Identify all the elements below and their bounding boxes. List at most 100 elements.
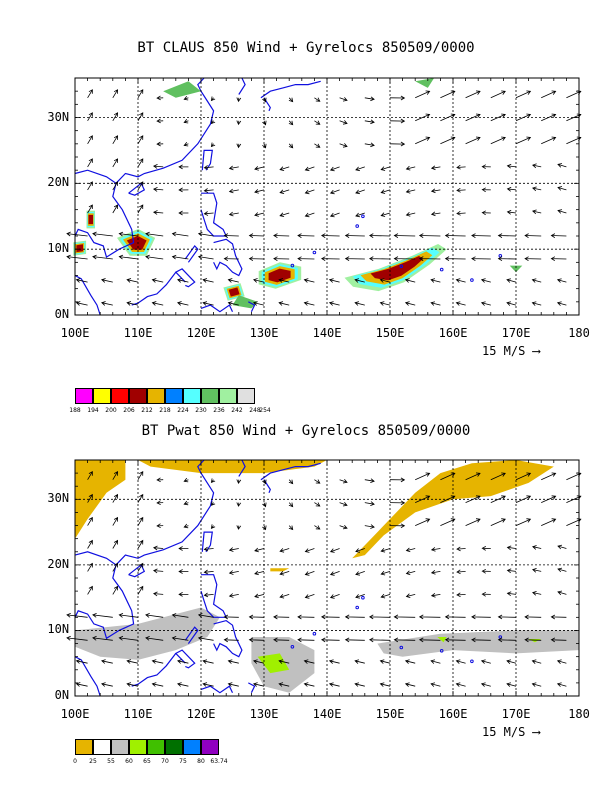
wind-arrow [444, 256, 466, 261]
island-outline [498, 635, 503, 639]
wind-arrow [364, 501, 375, 506]
wind-arrow [480, 301, 491, 306]
wind-arrow [87, 471, 93, 480]
wind-arrow [202, 278, 214, 283]
island-outline [399, 645, 404, 650]
wind-arrow [183, 500, 189, 506]
wind-arrow [297, 637, 315, 643]
wind-arrow [524, 233, 542, 238]
wind-arrow [339, 501, 348, 507]
wind-arrow [183, 477, 189, 483]
y-tick-label: 30N [47, 109, 70, 124]
x-tick-label: 120E [186, 707, 216, 721]
wind-arrow [471, 256, 491, 262]
wind-arrow [440, 472, 456, 481]
moist-band [75, 607, 220, 660]
wind-arrow [430, 211, 441, 217]
island-outline [439, 649, 444, 653]
y-tick-label: 0N [54, 307, 70, 321]
y-tick-label: 20N [47, 175, 70, 190]
wind-arrow [404, 301, 416, 306]
colorbar-swatch [165, 739, 183, 755]
pwat-grid [74, 459, 580, 697]
x-tick-label: 170E [501, 326, 531, 340]
x-tick-label: 180 [568, 707, 590, 721]
wind-arrow [506, 209, 517, 215]
wind-arrow [278, 278, 290, 283]
wind-arrow [456, 569, 466, 575]
wind-arrow [465, 495, 481, 503]
wind-arrow [288, 479, 294, 485]
wind-arrow [532, 163, 542, 169]
wind-arrow [126, 278, 139, 283]
island-outline [399, 264, 404, 269]
wind-arrow [202, 682, 214, 687]
wind-arrow [329, 548, 340, 553]
claus-grid [74, 77, 580, 316]
wind-arrow [364, 119, 375, 125]
wind-arrow [355, 212, 365, 218]
wind-arrow [329, 212, 340, 218]
wind-arrow [156, 141, 164, 147]
wind-arrow [304, 166, 315, 172]
pwat-reference-vector: 15 M/S ⟶ [482, 725, 540, 739]
wind-arrow [515, 495, 532, 503]
cloud-core [228, 287, 240, 297]
wind-arrow [557, 186, 567, 191]
colorbar-label: 70 [161, 758, 169, 765]
wind-arrow [236, 502, 242, 507]
wind-arrow [541, 472, 557, 481]
coast-halmahera [248, 301, 256, 312]
wind-arrow [339, 479, 348, 484]
wind-arrow [171, 636, 189, 641]
wind-arrow [490, 472, 506, 481]
wind-arrow [262, 120, 267, 126]
wind-arrow [288, 143, 294, 149]
wind-arrow [87, 562, 93, 572]
wind-arrow [444, 614, 466, 620]
wind-arrow [440, 90, 456, 99]
wind-arrow [112, 204, 119, 214]
wind-arrow [532, 545, 542, 550]
wind-arrow [112, 89, 119, 99]
wind-arrow [118, 254, 139, 260]
coast-korea [238, 459, 246, 477]
wind-arrow [497, 256, 517, 262]
colorbar-swatch [111, 388, 129, 404]
cloud-patch [509, 265, 523, 273]
wind-arrow [524, 637, 542, 643]
wind-arrow [254, 166, 265, 171]
wind-arrow [254, 547, 265, 553]
island-outline [355, 605, 360, 610]
wind-arrow [415, 472, 431, 481]
wind-arrow [297, 256, 315, 262]
wind-arrow [321, 233, 340, 238]
wind-arrow [101, 682, 113, 687]
panel-title-pwat: BT Pwat 850 Wind + Gyrelocs 850509/0000 [141, 423, 471, 439]
wind-arrow [279, 571, 290, 576]
colorbar-swatch [237, 388, 255, 404]
wind-arrow [183, 119, 189, 124]
wind-arrow [288, 97, 294, 103]
island-outline [470, 278, 474, 282]
island-outline [290, 645, 295, 649]
colorbar-swatch [147, 739, 165, 755]
wind-arrow [279, 212, 290, 217]
colorbar-label: 194 [87, 407, 99, 414]
coast-borneo-n [131, 653, 177, 687]
coast-taiwan [201, 149, 213, 171]
wind-arrow [465, 472, 481, 481]
coast-borneo [174, 649, 196, 669]
wind-arrow [202, 659, 214, 664]
wind-arrow [339, 143, 348, 148]
wind-arrow [506, 591, 517, 597]
coast-japan [260, 462, 321, 481]
coast-palawan [184, 626, 199, 644]
wind-arrow [303, 301, 315, 306]
wind-arrow [415, 136, 431, 145]
wind-arrow [404, 659, 416, 664]
x-tick-label: 130E [249, 326, 279, 340]
wind-arrow [203, 592, 214, 598]
wind-arrow [203, 546, 214, 552]
